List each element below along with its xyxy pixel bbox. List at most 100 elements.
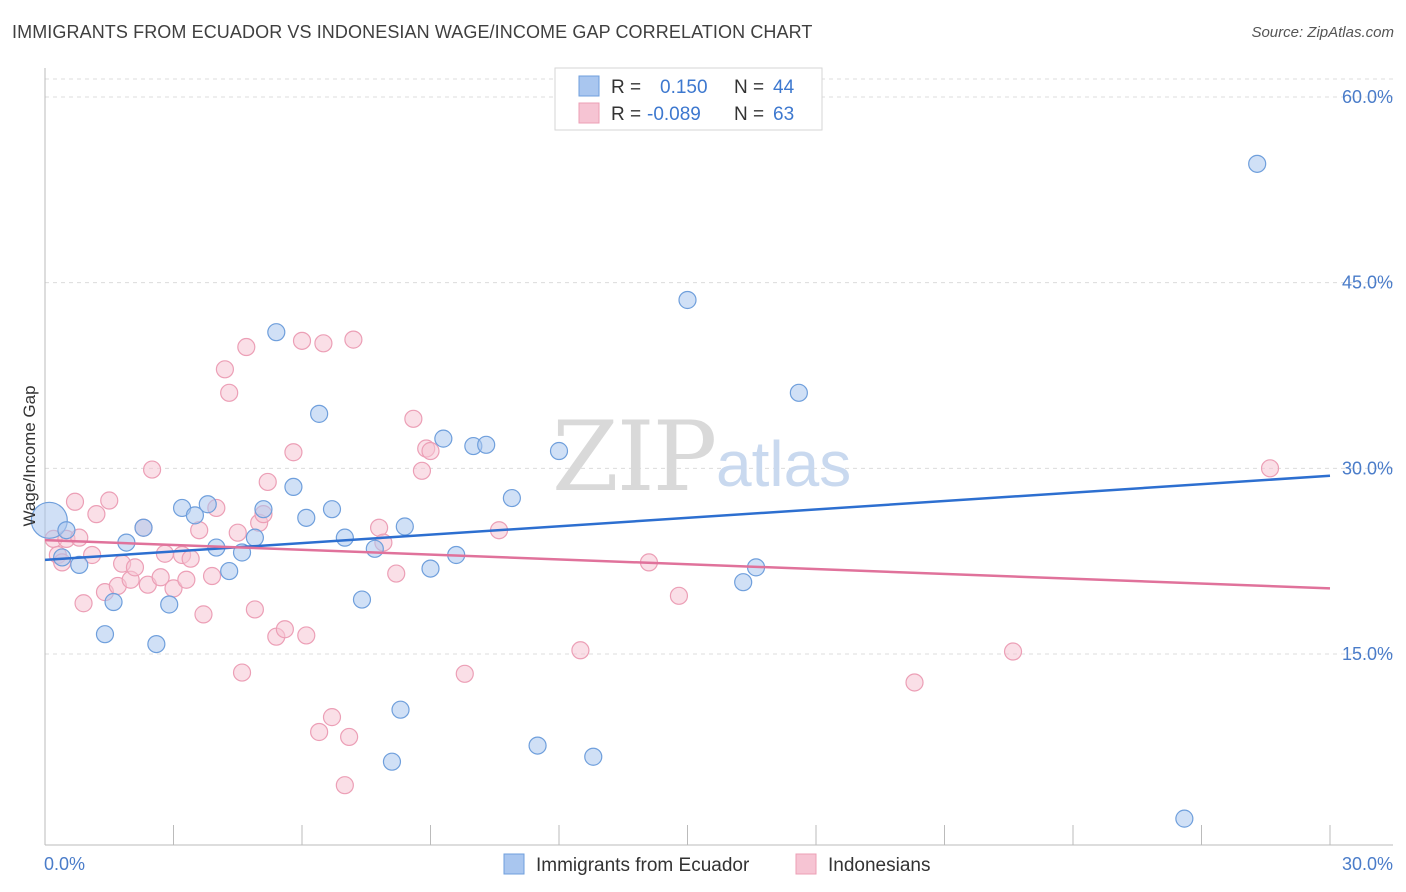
ecuador-point	[352, 590, 372, 609]
indonesians-point	[455, 664, 474, 683]
data-points	[30, 154, 1280, 828]
indonesians-point	[387, 564, 406, 583]
y-tick-label: 15.0%	[1342, 644, 1393, 664]
watermark-atlas: atlas	[716, 428, 851, 500]
indonesians-point	[275, 620, 294, 639]
ecuador-point	[789, 383, 808, 402]
ecuador-point	[254, 500, 273, 519]
ecuador-point	[57, 521, 76, 540]
ecuador-point	[198, 495, 217, 514]
indonesians-point	[335, 776, 354, 795]
legend-r-label-2: R =	[611, 104, 641, 125]
watermark-zip: ZIP	[552, 401, 715, 513]
source-label: Source: ZipAtlas.com	[1251, 24, 1394, 41]
ecuador-point	[678, 290, 697, 310]
indonesians-point	[74, 594, 93, 613]
indonesians-point	[412, 461, 432, 480]
ecuador-point	[134, 518, 153, 537]
ecuador-point	[220, 561, 239, 581]
indonesians-point	[220, 383, 239, 402]
x-tick-label-min: 0.0%	[44, 854, 85, 874]
indonesians-point	[155, 544, 175, 563]
ecuador-point	[365, 539, 384, 558]
indonesians-point	[421, 441, 440, 461]
legend-n-value-1: 44	[773, 77, 795, 98]
indonesians-point	[571, 641, 590, 660]
indonesians-point	[194, 605, 213, 624]
indonesians-point	[181, 549, 200, 568]
legend-box: R = 0.150 N = 44 R = -0.089 N = 63	[554, 67, 823, 131]
ecuador-point	[297, 508, 316, 527]
bottom-legend-swatch-ecuador	[503, 853, 525, 875]
legend-swatch-ecuador	[578, 75, 600, 97]
indonesians-point	[215, 360, 234, 379]
ecuador-point	[185, 506, 205, 525]
indonesians-point	[202, 566, 222, 586]
legend-n-label-1: N =	[734, 77, 764, 98]
indonesians-point	[1260, 459, 1280, 478]
ecuador-point	[502, 488, 521, 508]
indonesians-point	[404, 409, 423, 428]
ecuador-point	[584, 747, 603, 766]
indonesians-point	[125, 558, 145, 577]
indonesians-point	[83, 545, 102, 565]
ecuador-point	[434, 429, 453, 448]
ecuador-point	[310, 404, 329, 423]
ecuador-trend-line	[44, 474, 1331, 562]
indonesians-point	[1003, 642, 1023, 661]
bottom-legend-label-indonesians: Indonesians	[828, 855, 930, 876]
y-tick-label: 30.0%	[1342, 458, 1393, 478]
axes: 15.0% 30.0% 45.0% 60.0%	[44, 68, 1393, 846]
ecuador-point	[549, 441, 569, 461]
chart-title: IMMIGRANTS FROM ECUADOR VS INDONESIAN WA…	[12, 22, 813, 42]
legend-swatch-indonesians	[578, 102, 600, 124]
ecuador-point	[335, 528, 354, 547]
y-tick-label: 60.0%	[1342, 87, 1393, 107]
legend-n-value-2: 63	[773, 104, 794, 125]
legend-n-label-2: N =	[734, 104, 764, 125]
indonesians-point	[100, 491, 119, 510]
ecuador-point	[284, 477, 303, 496]
indonesians-point	[284, 443, 303, 462]
indonesians-point	[151, 568, 170, 587]
x-tick-label-max: 30.0%	[1342, 854, 1393, 874]
indonesians-point	[310, 722, 329, 742]
ecuador-point	[382, 752, 402, 771]
indonesians-point	[177, 570, 196, 589]
indonesians-point	[292, 331, 312, 350]
bottom-legend-label-ecuador: Immigrants from Ecuador	[536, 855, 750, 876]
indonesians-point	[258, 472, 277, 492]
bottom-legend-swatch-indonesians	[795, 853, 817, 875]
ecuador-point	[267, 323, 286, 342]
indonesians-trend-line	[44, 538, 1331, 590]
legend-r-value-1: 0.150	[660, 77, 708, 98]
indonesians-point	[340, 727, 359, 747]
bottom-legend: Immigrants from Ecuador Indonesians	[503, 853, 930, 876]
indonesians-point	[322, 708, 342, 727]
ecuador-point	[322, 500, 342, 519]
indonesians-point	[228, 523, 247, 542]
ecuador-point	[421, 559, 440, 578]
ecuador-point	[395, 517, 414, 536]
ecuador-point	[477, 435, 496, 454]
indonesians-point	[237, 337, 256, 357]
indonesians-point	[344, 330, 363, 349]
trend-lines	[44, 474, 1331, 590]
ecuador-point	[245, 528, 264, 547]
ecuador-point	[104, 592, 123, 612]
indonesians-point	[669, 586, 689, 605]
ecuador-point	[160, 595, 179, 614]
ecuador-point	[1248, 154, 1267, 173]
ecuador-point	[95, 625, 115, 644]
indonesians-point	[297, 626, 316, 645]
ecuador-point	[1175, 809, 1194, 828]
ecuador-point	[147, 634, 166, 654]
y-tick-label: 45.0%	[1342, 273, 1393, 293]
indonesians-point	[314, 334, 333, 353]
ecuador-point	[70, 555, 89, 574]
y-axis-label: Wage/Income Gap	[20, 385, 39, 526]
indonesians-point	[65, 492, 85, 511]
ecuador-point	[528, 736, 547, 755]
indonesians-point	[232, 663, 252, 682]
